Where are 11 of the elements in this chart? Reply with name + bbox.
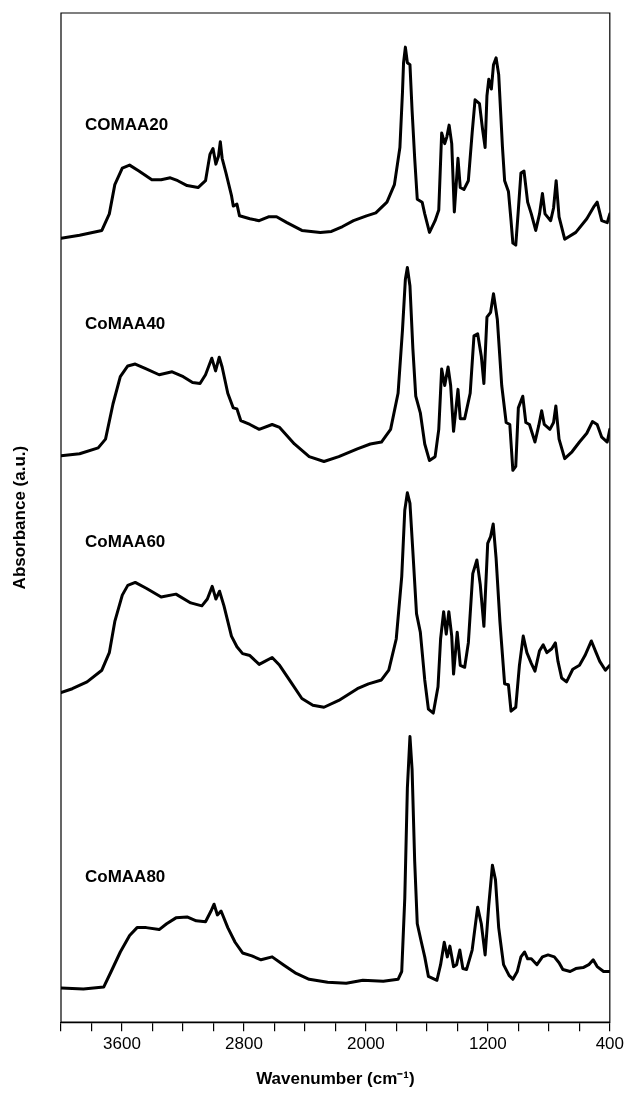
x-axis-title: Wavenumber (cm⁻¹) [256, 1069, 415, 1089]
text: CoMAA80 [85, 866, 166, 886]
text: CoMAA60 [85, 532, 166, 552]
x-tick-label: 2000 [346, 1034, 385, 1054]
x-tick-label: 2800 [225, 1034, 263, 1054]
y-axis-title: Absorbance (a.u.) [9, 445, 29, 590]
text: COMAA20 [85, 114, 169, 134]
x-tick-label: 3600 [103, 1034, 141, 1054]
x-tick-label: 400 [595, 1034, 625, 1054]
x-tick-label: 1200 [468, 1034, 507, 1054]
text: CoMAA40 [85, 313, 166, 333]
